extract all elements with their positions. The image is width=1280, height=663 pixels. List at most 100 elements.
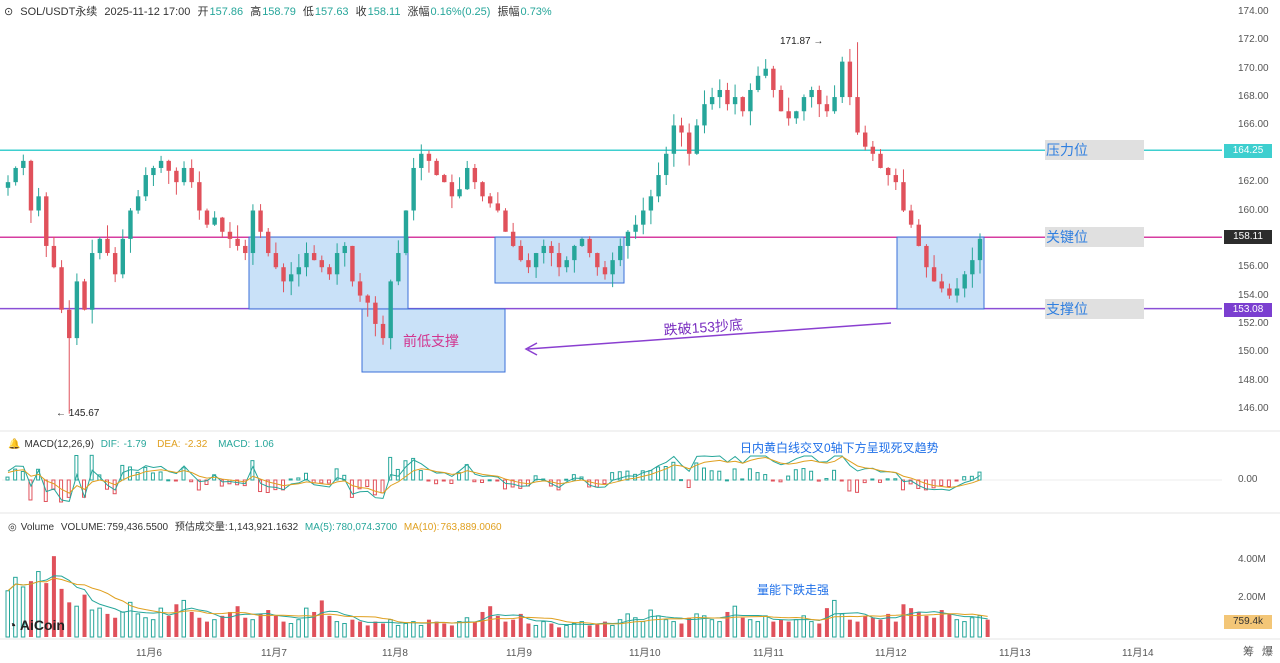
macd-histogram-bar (770, 479, 775, 482)
macd-histogram-bar (342, 474, 347, 481)
candle-body (465, 167, 470, 190)
candle-body (763, 68, 768, 76)
volume-bar (197, 617, 202, 637)
macd-histogram-bar (962, 476, 967, 481)
volume-bar (809, 621, 814, 638)
volume-bar (273, 615, 278, 637)
macd-histogram-bar (870, 478, 875, 481)
macd-histogram-bar (449, 479, 454, 484)
candle-body (495, 203, 501, 211)
zone-box-3 (361, 308, 506, 373)
chevron-down-icon[interactable]: ⊙ (4, 6, 14, 18)
candle-body (671, 125, 677, 154)
macd-histogram-bar (173, 479, 178, 482)
volume-bar (870, 617, 875, 637)
volume-bar (181, 599, 187, 638)
macd-dif: DIF: -1.79 (101, 439, 151, 450)
candle-body (350, 245, 355, 282)
volume-bar (640, 621, 646, 638)
volume-bar (511, 619, 516, 637)
price-axis-label: 152.00 (1238, 317, 1269, 329)
volume-header: ◎ Volume VOLUME:759,436.5500 预估成交量:1,143,… (8, 518, 506, 533)
volume-bar (488, 606, 493, 637)
volume-bar (587, 625, 592, 637)
time-axis-label: 11月9 (506, 648, 532, 659)
candle-body (227, 231, 233, 239)
volume-bar (717, 621, 722, 638)
volume-title[interactable]: Volume (20, 522, 55, 533)
volume-bar (319, 600, 324, 637)
candle-body (189, 167, 194, 183)
macd-histogram-bar (104, 479, 109, 490)
macd-histogram-bar (793, 469, 798, 481)
candle-body (204, 210, 210, 225)
volume-bar (779, 619, 784, 637)
macd-histogram-bar (380, 479, 385, 494)
macd-histogram-bar (334, 468, 339, 481)
candle-body (725, 89, 730, 105)
macd-histogram-bar (855, 479, 860, 493)
macd-title[interactable]: MACD(12,26,9) (24, 439, 94, 450)
macd-histogram-bar (181, 467, 186, 481)
volume-bar (250, 619, 255, 638)
macd-histogram-bar (900, 479, 905, 491)
volume-bar (549, 623, 554, 637)
volume-bar (51, 556, 56, 637)
eye-icon[interactable]: ◎ (8, 522, 17, 533)
price-axis-label: 170.00 (1238, 62, 1269, 74)
bell-icon[interactable]: 🔔 (8, 439, 21, 450)
high-marker-value: 171.87 (780, 36, 811, 47)
candle-body (656, 175, 661, 197)
liquidation-button[interactable]: 爆 (1262, 646, 1273, 658)
dif-label: DIF: (100, 439, 120, 450)
candle-body (480, 182, 485, 197)
candle-body (732, 97, 738, 105)
volume-bar (174, 604, 179, 637)
estimate-value: 1,143,921.1632 (228, 522, 299, 533)
candle-body (518, 245, 523, 261)
volume-bar (801, 615, 806, 638)
macd-histogram-bar (59, 479, 64, 503)
macd-histogram-bar (441, 479, 446, 482)
volume-bar (832, 599, 837, 638)
volume-bar (755, 621, 761, 638)
dea-value: -2.32 (184, 439, 208, 450)
candle-body (120, 238, 126, 275)
ma5-label: MA(5): (304, 522, 335, 533)
volume-bar (472, 621, 477, 637)
macd-histogram-bar (487, 479, 492, 482)
volume-bar (625, 613, 630, 638)
volume-bar (839, 613, 845, 638)
candle-body (5, 182, 11, 188)
candle-body (931, 267, 937, 282)
symbol-label[interactable]: SOL/USDT永续 (20, 6, 98, 18)
macd-histogram-bar (564, 478, 569, 481)
price-axis-label: 146.00 (1238, 403, 1269, 414)
time-axis-label: 11月14 (1122, 648, 1154, 659)
volume-bar (503, 621, 508, 637)
candle-body (128, 210, 133, 239)
macd-histogram-bar (518, 479, 523, 489)
candle-body (595, 253, 600, 268)
macd-histogram-bar (365, 479, 370, 487)
volume-bar (67, 602, 72, 637)
macd-histogram-bar (127, 466, 132, 481)
macd-histogram-bar (747, 468, 752, 481)
candle-body (212, 217, 217, 225)
macd-histogram-bar (372, 479, 377, 496)
candle-body (449, 182, 455, 197)
volume-axis-4m: 4.00M (1238, 554, 1266, 565)
macd-histogram-bar (150, 472, 155, 481)
volume-bar (648, 609, 653, 638)
logo-text: AiCoin (19, 617, 65, 633)
volume-bar (725, 611, 730, 637)
macd-histogram-bar (464, 464, 469, 481)
macd-histogram-bar (418, 470, 423, 481)
candle-body (220, 217, 225, 232)
volume-annotation: 量能下跌走强 (757, 583, 830, 597)
chip-button[interactable]: 筹 (1243, 646, 1254, 658)
macd-dea: DEA: -2.32 (157, 439, 211, 450)
candle-body (878, 153, 883, 168)
volume-bar (342, 623, 347, 638)
